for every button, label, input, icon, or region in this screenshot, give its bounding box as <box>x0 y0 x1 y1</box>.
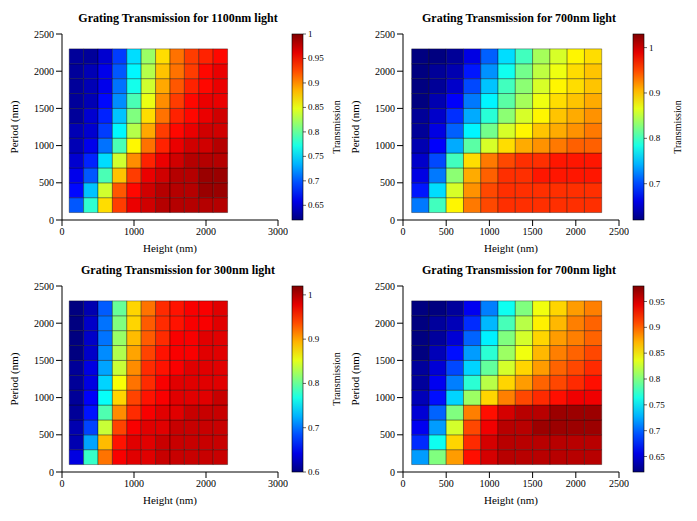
svg-text:Height (nm): Height (nm) <box>143 242 197 255</box>
svg-text:500: 500 <box>380 177 395 188</box>
svg-text:1000: 1000 <box>479 226 499 237</box>
svg-text:2500: 2500 <box>34 29 54 40</box>
svg-text:2000: 2000 <box>34 66 54 77</box>
svg-text:1000: 1000 <box>375 140 395 151</box>
svg-text:500: 500 <box>39 177 54 188</box>
svg-text:0: 0 <box>60 226 65 237</box>
svg-text:1000: 1000 <box>479 478 499 489</box>
svg-text:0.9: 0.9 <box>308 78 320 88</box>
svg-text:2000: 2000 <box>196 226 216 237</box>
svg-text:0.85: 0.85 <box>308 102 324 112</box>
svg-text:2500: 2500 <box>609 478 629 489</box>
svg-text:1500: 1500 <box>375 355 395 366</box>
svg-text:1: 1 <box>308 29 313 39</box>
svg-text:1000: 1000 <box>124 478 144 489</box>
html-text:Grating Transmission for 700nm: Grating Transmission for 700nm light <box>422 11 616 25</box>
svg-text:500: 500 <box>380 429 395 440</box>
svg-text:Transmission: Transmission <box>331 352 342 406</box>
svg-text:2000: 2000 <box>375 66 395 77</box>
svg-text:2500: 2500 <box>375 281 395 292</box>
svg-text:Period (nm): Period (nm) <box>349 100 362 153</box>
svg-text:0.75: 0.75 <box>649 400 665 410</box>
svg-text:1000: 1000 <box>34 392 54 403</box>
svg-text:500: 500 <box>439 226 454 237</box>
svg-text:1: 1 <box>308 290 313 300</box>
svg-text:Period (nm): Period (nm) <box>8 100 21 153</box>
svg-text:0.7: 0.7 <box>308 176 320 186</box>
svg-text:Height (nm): Height (nm) <box>484 242 538 255</box>
svg-text:0.65: 0.65 <box>649 452 665 462</box>
svg-text:2500: 2500 <box>375 29 395 40</box>
svg-text:1500: 1500 <box>34 355 54 366</box>
svg-text:1000: 1000 <box>34 140 54 151</box>
svg-text:Transmission: Transmission <box>331 100 342 154</box>
svg-text:0.8: 0.8 <box>649 374 661 384</box>
svg-text:2000: 2000 <box>34 318 54 329</box>
svg-text:0: 0 <box>390 467 395 478</box>
svg-text:3000: 3000 <box>268 478 288 489</box>
svg-text:0: 0 <box>401 478 406 489</box>
svg-text:1500: 1500 <box>375 103 395 114</box>
svg-text:1: 1 <box>649 43 654 53</box>
svg-text:2500: 2500 <box>609 226 629 237</box>
svg-text:0.8: 0.8 <box>308 378 320 388</box>
svg-text:Period (nm): Period (nm) <box>349 352 362 405</box>
svg-text:0.85: 0.85 <box>649 348 665 358</box>
svg-text:0: 0 <box>49 467 54 478</box>
svg-text:2000: 2000 <box>566 478 586 489</box>
svg-text:500: 500 <box>39 429 54 440</box>
html-text:Grating Transmission for 1100n: Grating Transmission for 1100nm light <box>78 11 278 25</box>
svg-text:0.9: 0.9 <box>308 334 320 344</box>
svg-text:Height (nm): Height (nm) <box>143 494 197 507</box>
svg-text:0.6: 0.6 <box>308 467 320 477</box>
svg-text:0.9: 0.9 <box>649 322 661 332</box>
svg-text:0.7: 0.7 <box>308 423 320 433</box>
html-text:Grating Transmission for 700nm: Grating Transmission for 700nm light <box>422 263 616 277</box>
svg-text:0: 0 <box>390 215 395 226</box>
svg-text:Period (nm): Period (nm) <box>8 352 21 405</box>
svg-text:0.9: 0.9 <box>649 88 661 98</box>
svg-text:0.95: 0.95 <box>649 297 665 307</box>
svg-text:0.75: 0.75 <box>308 151 324 161</box>
svg-text:2500: 2500 <box>34 281 54 292</box>
svg-text:Height (nm): Height (nm) <box>484 494 538 507</box>
svg-text:2000: 2000 <box>375 318 395 329</box>
svg-text:500: 500 <box>439 478 454 489</box>
svg-text:1000: 1000 <box>375 392 395 403</box>
svg-text:Transmission: Transmission <box>672 100 683 154</box>
svg-text:0.8: 0.8 <box>308 127 320 137</box>
svg-text:1000: 1000 <box>124 226 144 237</box>
svg-text:1500: 1500 <box>523 226 543 237</box>
svg-text:0.8: 0.8 <box>649 133 661 143</box>
svg-text:1500: 1500 <box>523 478 543 489</box>
svg-text:0: 0 <box>49 215 54 226</box>
svg-text:2000: 2000 <box>196 478 216 489</box>
svg-text:0.95: 0.95 <box>308 53 324 63</box>
svg-text:2000: 2000 <box>566 226 586 237</box>
svg-text:0: 0 <box>60 478 65 489</box>
svg-text:0.7: 0.7 <box>649 179 661 189</box>
html-text:Grating Transmission for 300nm: Grating Transmission for 300nm light <box>81 263 275 277</box>
svg-text:1500: 1500 <box>34 103 54 114</box>
svg-text:3000: 3000 <box>268 226 288 237</box>
svg-text:0: 0 <box>401 226 406 237</box>
svg-text:0.65: 0.65 <box>308 200 324 210</box>
svg-text:0.7: 0.7 <box>649 426 661 436</box>
